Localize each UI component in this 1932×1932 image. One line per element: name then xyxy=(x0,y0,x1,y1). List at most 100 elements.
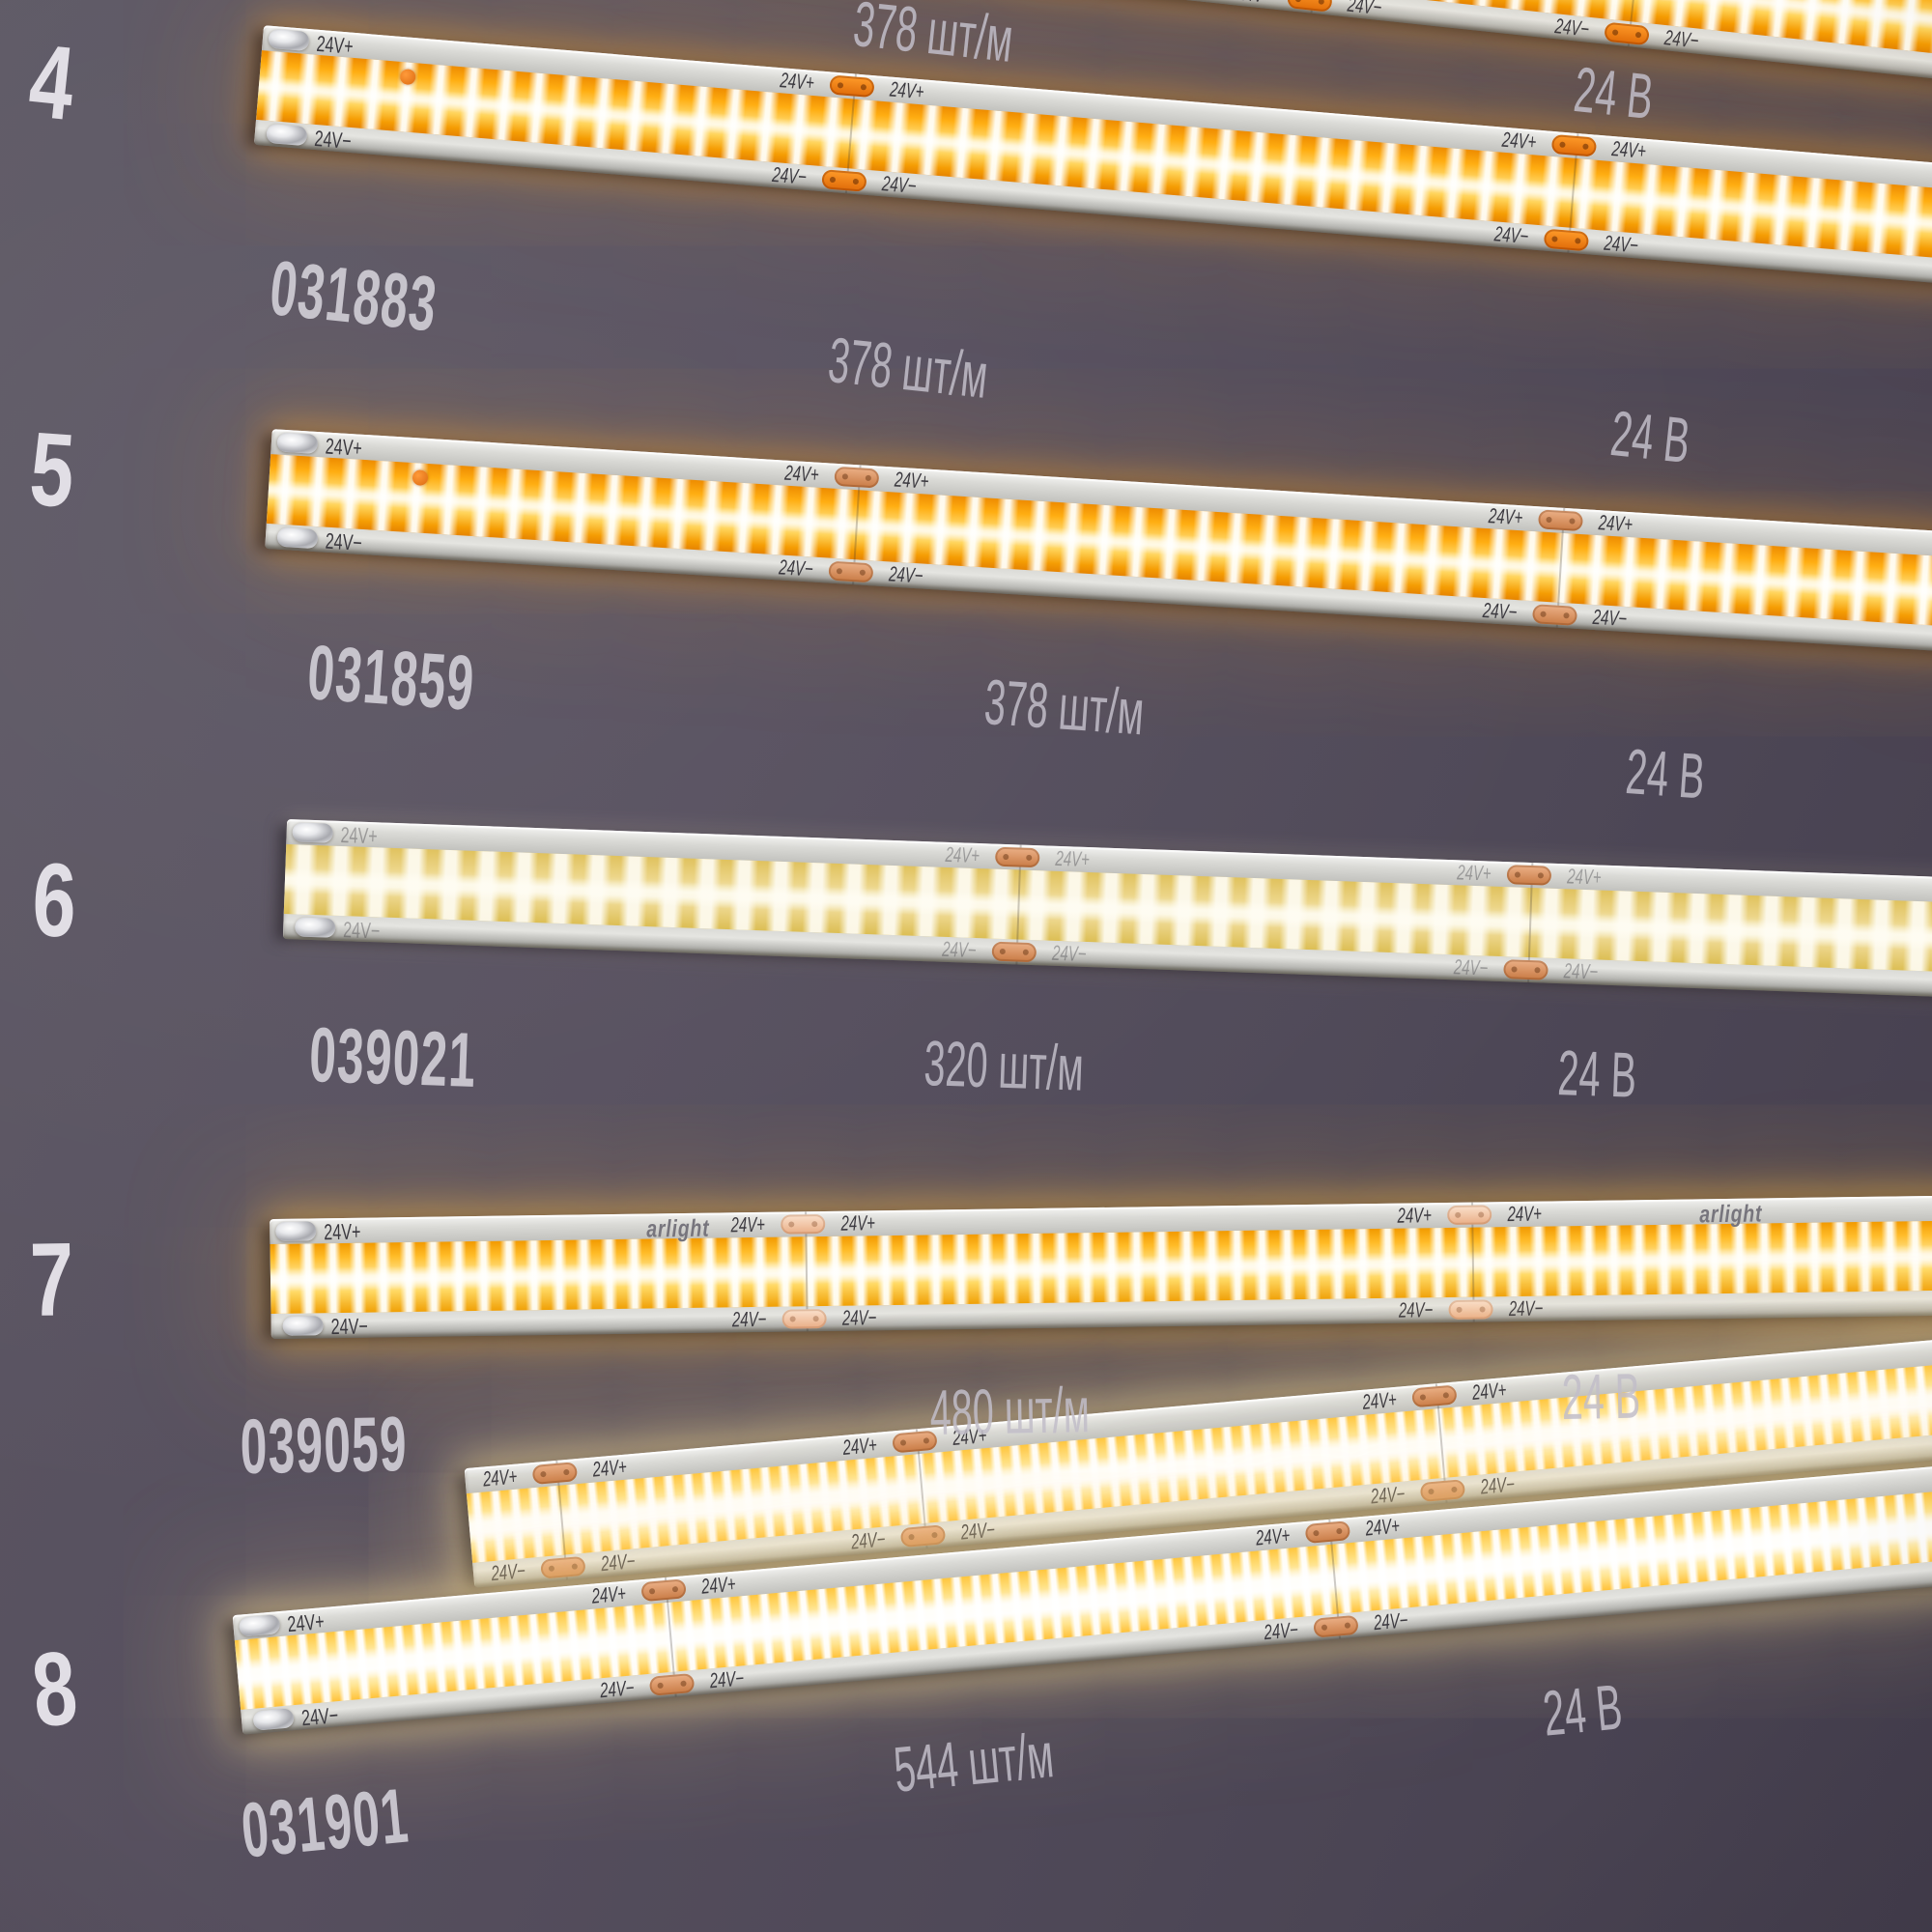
led-strip: 24V+ 24V− 24V+ 24V+ 24V− 24V− 24V+ 24V+ 24V… xyxy=(282,819,1932,1020)
strip-voltage-label-neg: 24V− xyxy=(841,1305,877,1330)
connector-pad xyxy=(781,1308,827,1329)
strip-voltage-label-pos: 24V+ xyxy=(315,30,355,59)
solder-pad xyxy=(252,1708,295,1731)
led-strip: 24V+ 24V− arlight arlight 24V+ 24V+ 24V− 2… xyxy=(270,1186,1932,1339)
voltage-label: 24 В xyxy=(1607,396,1693,477)
voltage-label: 24 В xyxy=(1623,734,1708,812)
led-core xyxy=(270,1211,1932,1314)
connector-pad xyxy=(1313,1614,1359,1638)
product-code: 031859 xyxy=(304,628,478,726)
strip-voltage-label-pos: 24V+ xyxy=(730,1211,766,1237)
strip-voltage-label-pos: 24V+ xyxy=(1501,127,1538,155)
connector-pad xyxy=(828,560,874,583)
strip-voltage-label-neg: 24V− xyxy=(959,1517,996,1545)
voltage-label: 24 В xyxy=(1540,1670,1626,1749)
strip-voltage-label-pos: 24V+ xyxy=(1610,136,1647,163)
connector-pad xyxy=(540,1555,586,1579)
strip-voltage-label-neg: 24V− xyxy=(1346,0,1383,20)
brand-label: arlight xyxy=(1699,1200,1763,1229)
brand-label: arlight xyxy=(646,1214,710,1243)
strip-voltage-label-neg: 24V− xyxy=(1479,1471,1516,1499)
strip-voltage-label-pos: 24V+ xyxy=(1361,1386,1398,1414)
connector-pad xyxy=(1531,604,1578,626)
strip-voltage-label-neg: 24V− xyxy=(708,1665,746,1693)
strip-voltage-label-pos: 24V+ xyxy=(1598,510,1634,537)
strip-voltage-label-pos: 24V+ xyxy=(945,841,980,868)
strip-voltage-label-neg: 24V− xyxy=(888,561,924,588)
led-core xyxy=(256,50,1932,310)
solder-pad xyxy=(275,1221,317,1241)
strip-voltage-label-pos: 24V+ xyxy=(1507,1201,1543,1227)
strip-voltage-label-pos: 24V+ xyxy=(1488,503,1524,530)
solder-pad xyxy=(282,1316,324,1336)
strip-voltage-label-neg: 24V− xyxy=(599,1548,637,1577)
product-code: 031883 xyxy=(266,243,441,348)
connector-pad xyxy=(1447,1205,1492,1225)
voltage-label: 24 В xyxy=(1556,1036,1638,1111)
strip-voltage-label-pos: 24V+ xyxy=(591,1454,628,1482)
strip-voltage-label-pos: 24V+ xyxy=(841,1432,878,1460)
strip-voltage-label-neg: 24V− xyxy=(1592,604,1628,632)
connector-pad xyxy=(640,1578,687,1603)
strip-voltage-label-neg: 24V− xyxy=(881,171,918,199)
strip-voltage-label-neg: 24V− xyxy=(330,1313,368,1339)
strip-voltage-label-neg: 24V− xyxy=(1662,25,1700,53)
strip-voltage-label-neg: 24V− xyxy=(1369,1481,1406,1509)
row-number: 4 xyxy=(24,20,80,143)
row-number: 7 xyxy=(29,1220,75,1338)
connector-pad xyxy=(821,169,867,192)
led-core xyxy=(283,844,1932,995)
row-number: 6 xyxy=(30,839,78,959)
connector-pad xyxy=(1286,0,1333,13)
led-density: 378 шт/м xyxy=(850,0,1017,75)
solder-pad xyxy=(276,432,319,455)
strip-voltage-label-pos: 24V+ xyxy=(840,1210,876,1236)
strip-endcap: 24V+ 24V− xyxy=(270,1217,416,1339)
connector-pad xyxy=(781,1213,826,1235)
strip-voltage-label-neg: 24V− xyxy=(941,936,977,963)
voltage-label: 24 В xyxy=(1561,1359,1641,1433)
strip-voltage-label-pos: 24V+ xyxy=(1456,860,1492,886)
strip-voltage-label-neg: 24V− xyxy=(771,161,808,189)
strip-voltage-label-pos: 24V+ xyxy=(1397,1203,1433,1228)
connector-pad xyxy=(648,1672,696,1696)
product-code: 031901 xyxy=(238,1772,412,1874)
led-density: 544 шт/м xyxy=(891,1719,1057,1805)
led-density: 320 шт/м xyxy=(923,1026,1086,1104)
product-code: 039021 xyxy=(307,1010,478,1103)
strip-voltage-label-pos: 24V+ xyxy=(286,1608,326,1637)
connector-pad xyxy=(531,1462,579,1486)
connector-pad xyxy=(991,941,1037,963)
led-density: 480 шт/м xyxy=(929,1374,1091,1448)
led-core xyxy=(266,454,1932,666)
connector-pad xyxy=(1550,133,1598,157)
strip-voltage-label-neg: 24V− xyxy=(1553,14,1591,42)
connector-pad xyxy=(1419,1479,1466,1503)
connector-pad xyxy=(899,1524,947,1548)
strip-connector: 24V+ 24V+ 24V− 24V− xyxy=(730,1210,876,1331)
strip-voltage-label-neg: 24V− xyxy=(313,125,353,154)
strip-connector: 24V+24V+ 24V−24V− xyxy=(1397,1202,1543,1322)
connector-pad xyxy=(834,466,880,489)
solder-pad xyxy=(276,526,319,550)
connector-pad xyxy=(1411,1384,1458,1408)
strip-voltage-label-neg: 24V− xyxy=(1372,1607,1409,1635)
solder-pad xyxy=(238,1614,281,1637)
solder-pad xyxy=(266,123,308,147)
solder-pad xyxy=(268,28,310,52)
strip-voltage-label-neg: 24V− xyxy=(1603,230,1639,258)
strip-voltage-label-pos: 24V+ xyxy=(783,460,820,487)
solder-pad xyxy=(294,917,336,938)
strip-voltage-label-pos: 24V+ xyxy=(1055,845,1091,872)
connector-pad xyxy=(1543,228,1590,252)
row-number: 8 xyxy=(27,1628,82,1749)
strip-endcap: 24V+ 24V− xyxy=(254,25,409,156)
strip-voltage-label-neg: 24V− xyxy=(342,917,381,944)
strip-voltage-label-neg: 24V− xyxy=(731,1306,767,1332)
led-density: 378 шт/м xyxy=(825,323,992,412)
connector-pad xyxy=(994,846,1040,868)
strip-voltage-label-pos: 24V+ xyxy=(779,68,815,96)
strip-connector: 24V+24V+ 24V−24V− xyxy=(1236,0,1382,19)
strip-voltage-label-neg: 24V− xyxy=(849,1526,887,1554)
